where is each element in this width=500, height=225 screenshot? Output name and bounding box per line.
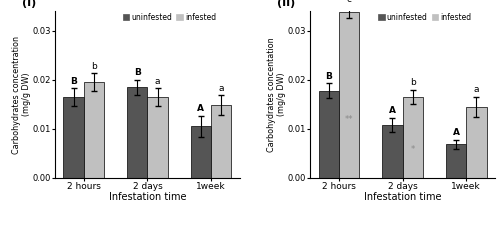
- Bar: [190, 126, 211, 178]
- Text: a: a: [155, 77, 160, 86]
- Text: c: c: [346, 0, 352, 4]
- Text: B: B: [70, 77, 77, 86]
- Bar: [84, 82, 104, 178]
- Bar: [339, 12, 359, 178]
- Text: a: a: [218, 84, 224, 93]
- Bar: [211, 105, 232, 178]
- Text: *: *: [410, 145, 415, 154]
- Text: **: **: [345, 115, 354, 124]
- Bar: [64, 97, 84, 178]
- Bar: [127, 87, 148, 178]
- Text: b: b: [91, 62, 97, 71]
- Text: (I): (I): [22, 0, 36, 8]
- Bar: [466, 107, 486, 178]
- Y-axis label: Carbohydrates concentration
(mg/g DW): Carbohydrates concentration (mg/g DW): [12, 36, 31, 153]
- Bar: [446, 144, 466, 178]
- Text: A: A: [389, 106, 396, 115]
- Bar: [382, 125, 402, 178]
- Legend: uninfested, infested: uninfested, infested: [378, 12, 472, 22]
- Text: B: B: [326, 72, 332, 81]
- Text: A: A: [452, 128, 460, 137]
- Bar: [148, 97, 168, 178]
- Legend: uninfested, infested: uninfested, infested: [122, 12, 216, 22]
- Text: A: A: [198, 104, 204, 113]
- X-axis label: Infestation time: Infestation time: [108, 192, 186, 202]
- Text: b: b: [410, 78, 416, 87]
- X-axis label: Infestation time: Infestation time: [364, 192, 442, 202]
- Text: a: a: [474, 86, 479, 94]
- Bar: [318, 91, 339, 178]
- Text: B: B: [134, 68, 140, 77]
- Y-axis label: Carbohydrates concentation
(mg/g DW): Carbohydrates concentation (mg/g DW): [266, 37, 286, 152]
- Bar: [402, 97, 423, 178]
- Text: (II): (II): [277, 0, 295, 8]
